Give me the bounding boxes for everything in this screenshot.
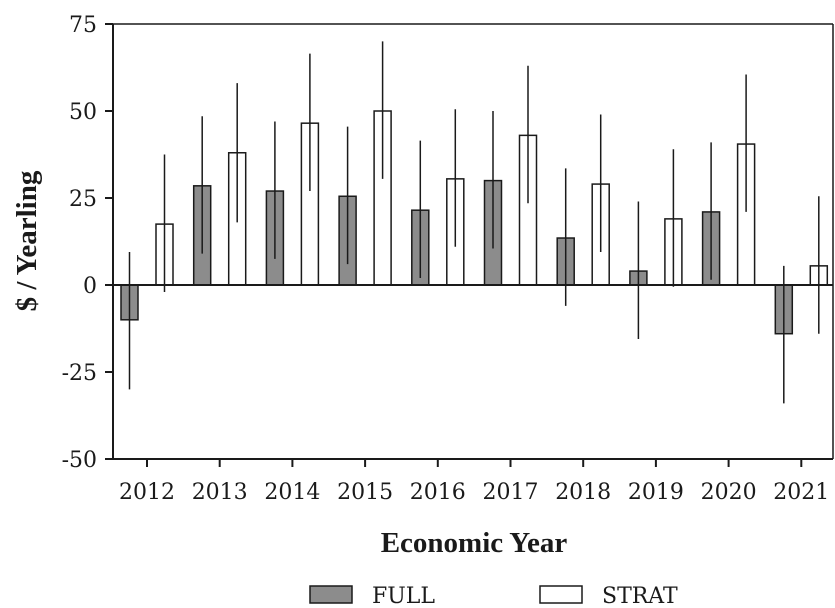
- x-tick-label: 2018: [555, 480, 611, 505]
- x-tick-label: 2013: [192, 480, 248, 505]
- y-tick-label: 75: [69, 13, 97, 38]
- x-tick-label: 2016: [410, 480, 466, 505]
- x-tick-label: 2014: [264, 480, 320, 505]
- legend-label-strat: STRAT: [602, 584, 678, 608]
- y-axis-title: $ / Yearling: [11, 170, 43, 311]
- y-tick-label: 50: [69, 100, 97, 125]
- legend-swatch-strat: [539, 585, 583, 604]
- legend-label-full: FULL: [372, 584, 435, 608]
- y-tick-label: 0: [83, 274, 97, 299]
- axes: 75 50 25 0 -25 -50 2012 2013 2014 2015 2016 2017 201…: [62, 13, 834, 505]
- y-tick-label: -50: [62, 448, 97, 473]
- y-tick-label: 25: [69, 187, 97, 212]
- legend-swatch-full: [309, 585, 353, 604]
- x-tick-label: 2015: [337, 480, 393, 505]
- x-tick-label: 2017: [483, 480, 539, 505]
- x-tick-label: 2012: [119, 480, 175, 505]
- legend: FULL STRAT: [309, 584, 678, 608]
- y-tick-label: -25: [62, 361, 97, 386]
- x-tick-label: 2019: [628, 480, 684, 505]
- x-axis-title: Economic Year: [381, 527, 568, 559]
- x-tick-label: 2020: [701, 480, 757, 505]
- x-tick-label: 2021: [773, 480, 829, 505]
- plot-area: [120, 41, 829, 404]
